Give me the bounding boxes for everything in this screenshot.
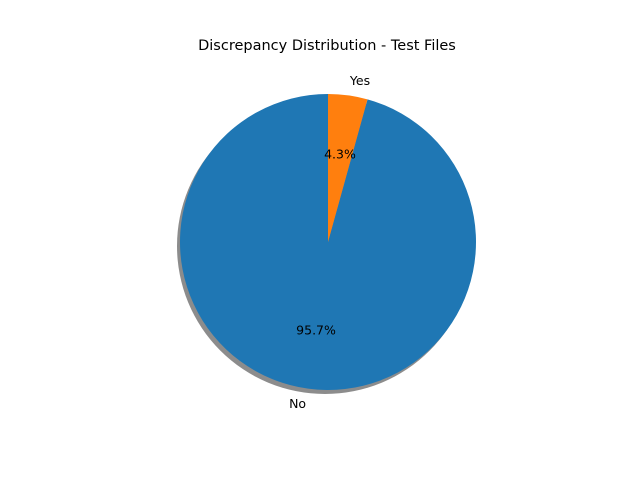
slice-label-yes: Yes: [349, 73, 370, 88]
chart-title: Discrepancy Distribution - Test Files: [198, 38, 456, 54]
pie-labels: No 95.7% Yes 4.3%: [289, 73, 370, 411]
pie-slices: [180, 94, 476, 391]
percent-label-yes: 4.3%: [324, 147, 356, 162]
pie-slice-no: [180, 94, 476, 391]
pie-slice-yes: [328, 94, 368, 242]
percent-label-no: 95.7%: [296, 322, 336, 337]
slice-label-no: No: [289, 396, 306, 411]
